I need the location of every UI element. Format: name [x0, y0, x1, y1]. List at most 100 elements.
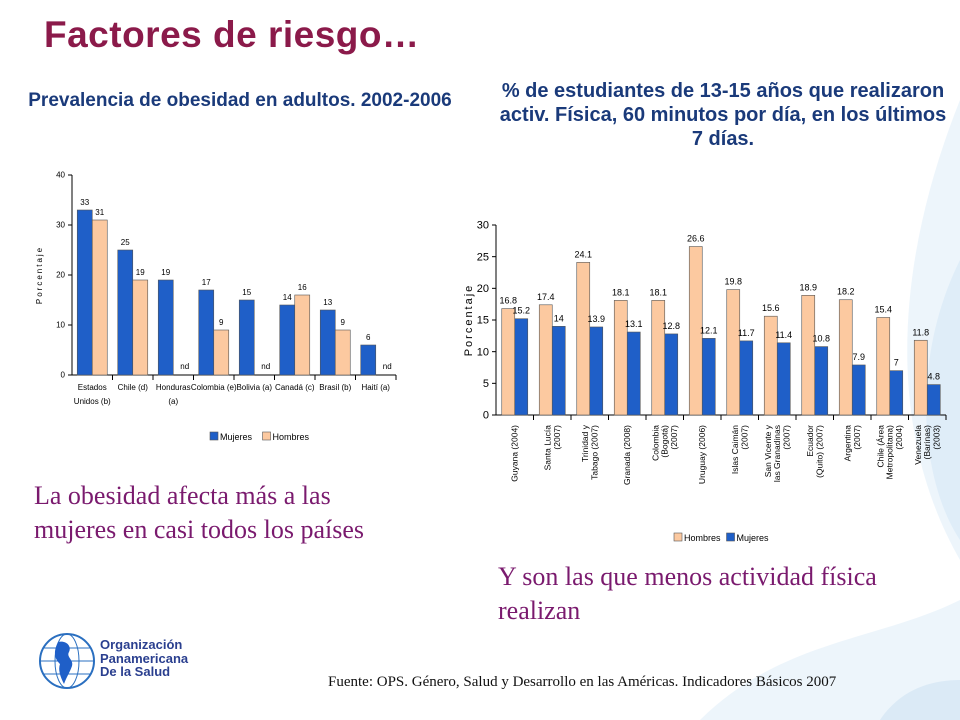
bar	[889, 370, 904, 416]
bar	[157, 279, 174, 376]
data-label: 7.9	[852, 352, 865, 362]
data-label: nd	[261, 362, 270, 371]
category-label-line: Colombia	[650, 425, 660, 461]
category-label-line: Metropolitana)	[885, 425, 895, 480]
legend-label: Mujeres	[220, 432, 253, 442]
bar	[132, 279, 149, 376]
category-label-line: las Granadinas	[772, 425, 782, 482]
category-label: Guyana (2004)	[510, 425, 520, 482]
data-label: 26.6	[687, 234, 705, 244]
data-label: 18.9	[799, 282, 817, 292]
note-activity: Y son las que menos actividad física rea…	[498, 562, 877, 625]
y-tick-label: 25	[477, 251, 489, 263]
y-tick-label: 15	[477, 315, 489, 327]
category-label: Chile (d)	[118, 383, 149, 392]
category-label: Unidos (b)	[74, 397, 111, 406]
category-label-line: (2003)	[932, 425, 942, 450]
data-label: 13	[323, 298, 332, 307]
legend-swatch	[209, 431, 219, 441]
bar	[360, 344, 377, 376]
bar	[576, 262, 591, 416]
data-label: 18.1	[612, 287, 630, 297]
category-label: Trinidad yTabago (2007)	[580, 424, 599, 480]
bar	[514, 318, 529, 416]
category-label: Uruguay (2006)	[697, 425, 707, 484]
data-label: 15.4	[874, 304, 892, 314]
bar	[726, 289, 741, 416]
bar	[76, 209, 93, 376]
y-tick-label: 0	[483, 410, 489, 422]
data-label: 19	[136, 268, 145, 277]
bar	[838, 299, 853, 416]
y-tick-label: 30	[477, 220, 489, 232]
data-label: 16.8	[499, 296, 517, 306]
physical-activity-chart: 0 5 10 15 20 25 30 Porcentaje 16.815.2 Guyana (20…	[463, 220, 947, 543]
category-label-line: Uruguay (2006)	[697, 425, 707, 484]
category-label: Argentina(2007)	[843, 425, 862, 462]
category-label-line: Chile (Área	[875, 425, 885, 468]
data-label: 11.4	[775, 330, 792, 340]
bar	[117, 249, 134, 376]
category-label-line: (2004)	[894, 425, 904, 450]
category-label: Honduras	[156, 383, 191, 392]
bar	[739, 340, 754, 416]
category-label: Venezuela(Barinas)(2003)	[913, 425, 942, 465]
bar	[538, 304, 553, 416]
category-label: Colombia (e)	[191, 383, 237, 392]
bar	[551, 326, 566, 416]
bar	[776, 342, 791, 416]
category-label: (a)	[168, 397, 178, 406]
data-label: 17	[202, 278, 211, 287]
data-label: 9	[219, 318, 224, 327]
bar	[213, 329, 230, 376]
legend-swatch	[262, 431, 271, 441]
legend-label: Hombres	[273, 432, 310, 442]
data-label: 7	[894, 358, 899, 368]
data-label: 10.8	[812, 334, 830, 344]
category-label-line: Ecuador	[805, 425, 815, 457]
category-label-line: (Bogotá)	[660, 425, 670, 458]
note-obesity: La obesidad afecta más a las mujeres en …	[34, 481, 364, 544]
category-label: Chile (ÁreaMetropolitana)(2004)	[875, 425, 904, 480]
category-label: San Vicente ylas Granadinas(2007)	[763, 424, 792, 482]
category-label-line: (Quito) (2007)	[814, 425, 824, 478]
bar	[198, 289, 215, 376]
y-tick-label: 20	[56, 271, 65, 280]
data-label: 12.1	[700, 325, 718, 335]
legend-swatch	[726, 532, 735, 542]
bar	[664, 333, 679, 416]
data-label: 15	[242, 288, 251, 297]
category-label-line: Guyana (2004)	[510, 425, 520, 482]
y-tick-label: 10	[477, 346, 489, 358]
bar	[626, 331, 641, 416]
y-tick-label: 20	[477, 283, 489, 295]
bar	[701, 338, 716, 416]
data-label: 33	[80, 198, 89, 207]
y-tick-label: 40	[56, 171, 65, 180]
data-label: 24.1	[574, 249, 592, 259]
category-label: Estados	[78, 383, 107, 392]
bar	[589, 326, 604, 416]
y-tick-label: 5	[483, 378, 489, 390]
data-label: 25	[121, 238, 130, 247]
data-label: nd	[383, 362, 392, 371]
legend-label: Mujeres	[737, 533, 770, 543]
data-label: 31	[95, 208, 104, 217]
bar	[91, 219, 108, 376]
bar	[319, 309, 336, 376]
data-label: 14	[554, 313, 564, 323]
organization-name: Organización Panamericana De la Salud	[100, 637, 189, 680]
category-label-line: (2007)	[739, 425, 749, 450]
bar	[801, 295, 816, 416]
category-label-line: San Vicente y	[763, 424, 773, 477]
data-label: 13.1	[625, 319, 643, 329]
bar	[501, 308, 516, 416]
category-label: Granada (2008)	[622, 425, 632, 485]
data-label: 17.4	[537, 292, 555, 302]
data-label: 12.8	[662, 321, 680, 331]
data-label: nd	[180, 362, 189, 371]
y-axis-label: Porcentaje	[463, 284, 475, 357]
data-label: 14	[283, 293, 292, 302]
y-tick-label: 0	[61, 371, 66, 380]
category-label-line: (2007)	[852, 425, 862, 450]
